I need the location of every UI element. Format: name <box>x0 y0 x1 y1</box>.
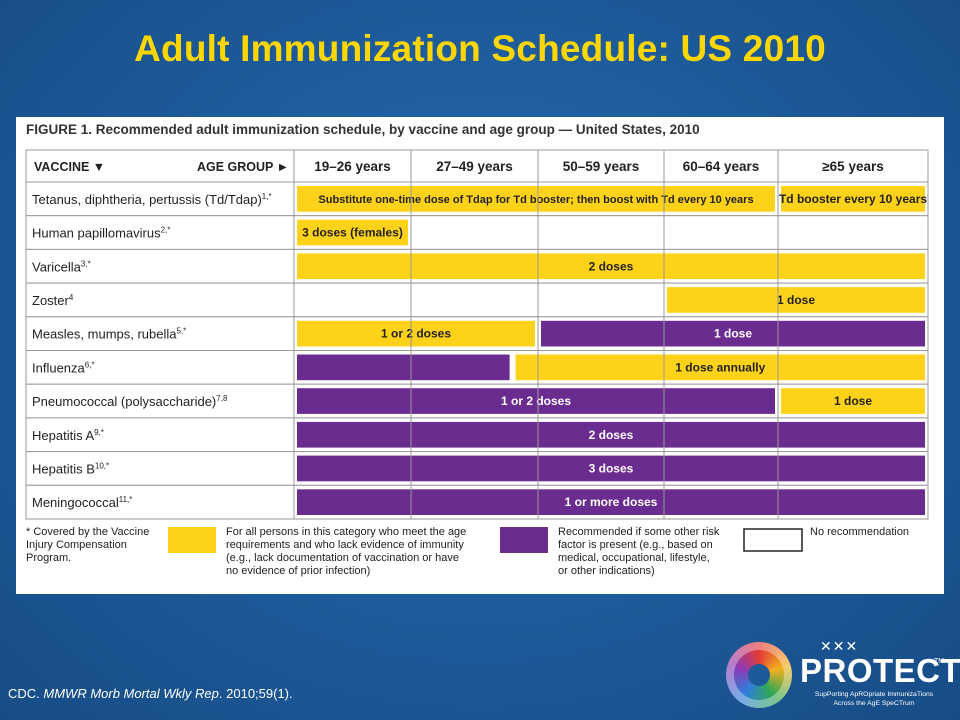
vaccine-name: Influenza6,* <box>32 360 95 375</box>
bar-label: 1 or 2 doses <box>381 327 451 341</box>
citation-suffix: . 2010;59(1). <box>218 686 293 701</box>
logo-tagline-line1: SupPorting ApROpriate ImmunizaTions <box>814 691 934 698</box>
vaccine-name: Pneumococcal (polysaccharide)7,8 <box>32 394 228 409</box>
vaccine-name: Measles, mumps, rubella5,* <box>32 327 186 342</box>
legend-swatch-none <box>743 528 803 552</box>
legend-text-yellow: requirements and who lack evidence of im… <box>226 539 464 551</box>
schedule-bar <box>297 186 775 212</box>
vaccine-name: Human papillomavirus2,* <box>32 226 170 241</box>
bar-label: Substitute one-time dose of Tdap for Td … <box>318 194 753 206</box>
schedule-bar <box>297 489 925 515</box>
bar-label: 2 doses <box>589 259 634 273</box>
schedule-bar <box>781 388 925 414</box>
vaccine-name: Meningococcal11,* <box>32 495 132 510</box>
legend-footnote: Program. <box>26 552 71 564</box>
citation-prefix: CDC. <box>8 686 44 701</box>
schedule-bar <box>297 421 925 448</box>
legend-text-yellow: For all persons in this category who mee… <box>226 526 466 538</box>
legend-text-purple: factor is present (e.g., based on <box>558 539 713 551</box>
globe-icon <box>726 642 792 708</box>
schedule-table: VACCINE ▼ AGE GROUP ► 19–26 years 27–49 yea… <box>25 149 929 577</box>
bar-label: 2 doses <box>589 428 634 442</box>
legend-footnote: Injury Compensation <box>26 539 127 551</box>
logo-tagline-line2: Across the AgE SpeCTrum <box>833 700 915 707</box>
row-header-label: VACCINE ▼ <box>34 160 105 174</box>
age-group-header: 27–49 years <box>436 159 513 174</box>
age-group-header: 60–64 years <box>683 159 760 174</box>
bar-label: 1 dose <box>834 394 872 408</box>
schedule-bar <box>297 388 775 414</box>
bar-label: 1 or more doses <box>565 495 658 509</box>
age-group-header: 50–59 years <box>563 159 640 174</box>
schedule-bar <box>541 320 925 347</box>
schedule-bar <box>297 455 925 482</box>
schedule-bar <box>297 320 535 347</box>
figure-title: FIGURE 1. Recommended adult immunization… <box>26 122 700 137</box>
vaccine-name: Hepatitis B10,* <box>32 461 109 476</box>
legend-footnote: * Covered by the Vaccine <box>26 526 149 538</box>
schedule-bar <box>297 219 408 246</box>
legend-text-purple: Recommended if some other risk <box>558 526 720 538</box>
logo-text: PROTECT <box>800 652 960 689</box>
legend-text-purple: or other indications) <box>558 565 655 577</box>
legend-text-yellow: no evidence of prior infection) <box>226 565 370 577</box>
schedule-bar <box>297 253 925 280</box>
schedule-bar <box>781 186 925 212</box>
legend-text-none: No recommendation <box>810 526 909 538</box>
logo-trademark: TM <box>934 658 945 665</box>
bar-label: 1 or 2 doses <box>501 394 571 408</box>
bar-label: 1 dose annually <box>675 360 765 374</box>
bar-label: 1 dose <box>714 327 752 341</box>
vaccine-name: Zoster4 <box>32 293 74 308</box>
schedule-bar <box>667 287 925 313</box>
bar-label: 3 doses (females) <box>302 226 403 240</box>
protect-logo: ✕✕✕ PROTECT TM SupPorting ApROpriate Imm… <box>722 638 960 714</box>
logo-tagline: SupPorting ApROpriate ImmunizaTions Acro… <box>804 690 944 708</box>
age-group-header: ≥65 years <box>822 159 883 174</box>
bar-label: 1 dose <box>777 293 815 307</box>
col-header-label: AGE GROUP ► <box>197 160 289 174</box>
slide-title: Adult Immunization Schedule: US 2010 <box>134 28 826 69</box>
citation: CDC. MMWR Morb Mortal Wkly Rep. 2010;59(… <box>8 686 293 701</box>
vaccine-name: Varicella3,* <box>32 259 91 274</box>
figure-panel: FIGURE 1. Recommended adult immunization… <box>16 117 944 594</box>
legend-swatch-purple <box>500 527 548 553</box>
citation-journal: MMWR Morb Mortal Wkly Rep <box>43 686 219 701</box>
bar-label: 3 doses <box>589 461 634 475</box>
schedule-bar <box>297 354 510 381</box>
age-group-header: 19–26 years <box>314 159 391 174</box>
schedule-bar <box>515 354 925 381</box>
vaccine-name: Tetanus, diphtheria, pertussis (Td/Tdap)… <box>32 192 272 207</box>
legend-swatch-yellow <box>168 527 216 553</box>
legend-text-purple: medical, occupational, lifestyle, <box>558 552 710 564</box>
legend-text-yellow: (e.g., lack documentation of vaccination… <box>226 552 459 564</box>
vaccine-name: Hepatitis A9,* <box>32 428 104 443</box>
bar-label: Td booster every 10 years <box>779 192 927 206</box>
people-icon: ✕✕✕ <box>820 638 859 654</box>
